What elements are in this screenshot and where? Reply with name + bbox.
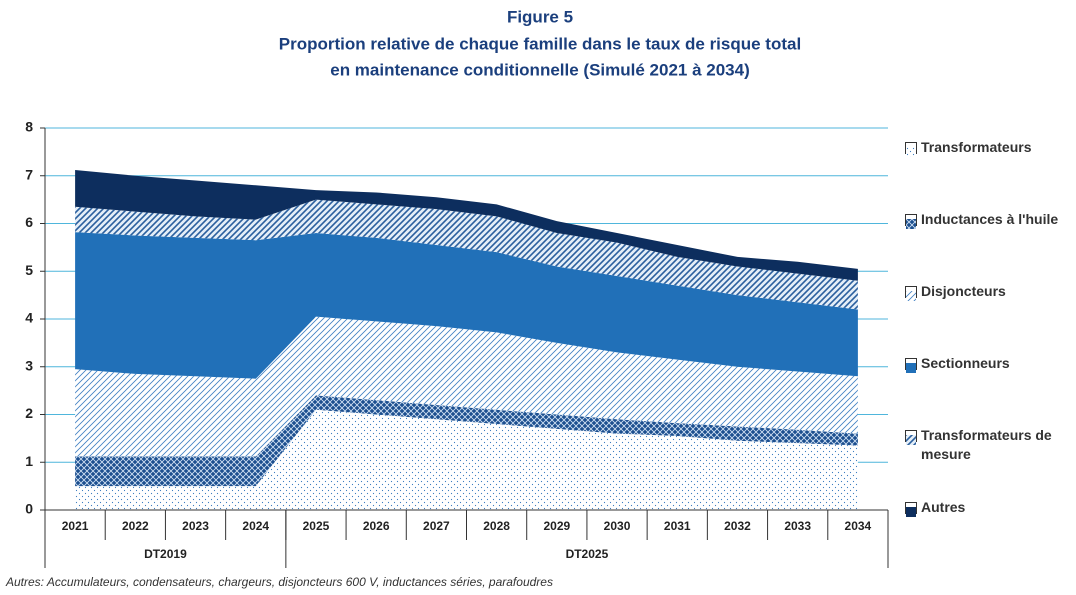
y-tick-label: 8 [25,119,33,135]
group-label: DT2025 [566,547,609,561]
area [75,395,858,487]
x-tick-label: 2032 [724,519,751,533]
x-tick-label: 2027 [423,519,450,533]
legend-item: Transformateurs de mesure [905,426,1073,464]
footnote: Autres: Accumulateurs, condensateurs, ch… [6,575,553,589]
y-tick-label: 6 [25,214,33,230]
x-tick-label: 2033 [784,519,811,533]
x-tick-label: 2021 [62,519,89,533]
x-tick-label: 2031 [664,519,691,533]
legend-item: Autres [905,498,1073,517]
chart-title: Figure 5 [507,7,573,26]
y-tick-label: 2 [25,405,33,421]
area [75,199,858,310]
y-tick-label: 7 [25,166,33,182]
legend-swatch [905,502,917,517]
area [75,316,858,457]
legend-swatch [905,286,917,301]
legend-label: Sectionneurs [921,355,1010,371]
legend-item: Transformateurs [905,138,1073,157]
y-tick-label: 5 [25,262,33,278]
legend-swatch [905,142,917,157]
x-tick-label: 2022 [122,519,149,533]
legend-label: Transformateurs de mesure [921,427,1052,462]
chart-subtitle: en maintenance conditionnelle (Simulé 20… [330,60,749,79]
legend-item: Inductances à l'huile [905,210,1073,229]
group-label: DT2019 [144,547,187,561]
x-tick-label: 2030 [604,519,631,533]
legend-swatch [905,358,917,373]
x-tick-label: 2028 [483,519,510,533]
y-tick-label: 0 [25,501,33,517]
area [75,409,858,510]
legend-item: Disjoncteurs [905,282,1073,301]
legend-swatch [905,214,917,229]
y-tick-label: 1 [25,453,33,469]
legend-label: Inductances à l'huile [921,211,1059,227]
area [75,170,858,281]
x-tick-label: 2023 [182,519,209,533]
x-tick-label: 2029 [543,519,570,533]
x-tick-label: 2025 [303,519,330,533]
legend-swatch [905,430,917,445]
legend-label: Autres [921,499,966,515]
chart-subtitle: Proportion relative de chaque famille da… [279,34,801,53]
area [75,232,858,379]
legend-label: Disjoncteurs [921,283,1006,299]
x-tick-label: 2034 [845,519,872,533]
legend-item: Sectionneurs [905,354,1073,373]
y-tick-label: 4 [25,310,33,326]
x-tick-label: 2024 [242,519,269,533]
x-tick-label: 2026 [363,519,390,533]
y-tick-label: 3 [25,357,33,373]
legend-label: Transformateurs [921,139,1032,155]
